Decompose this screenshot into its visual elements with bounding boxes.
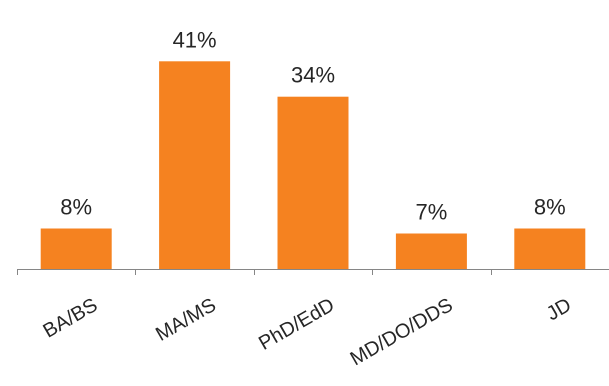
data-label: 7%	[416, 200, 448, 225]
x-tick-label: PhD/EdD	[255, 294, 338, 355]
bars-group	[40, 61, 586, 269]
bar-ba-bs	[40, 228, 112, 269]
category-labels-group: BA/BS MA/MS PhD/EdD MD/DO/DDS JD	[39, 294, 575, 370]
data-label: 41%	[173, 27, 217, 52]
bar-md-do-dds	[395, 233, 467, 269]
bar-phd-edd	[277, 96, 349, 269]
x-tick-label: BA/BS	[39, 294, 101, 343]
bar-ma-ms	[159, 61, 231, 269]
x-tick-label: MD/DO/DDS	[347, 294, 457, 370]
data-label: 34%	[291, 63, 335, 88]
data-label: 8%	[60, 195, 92, 220]
data-labels-group: 8% 41% 34% 7% 8%	[60, 27, 565, 224]
bar-jd	[514, 228, 586, 269]
x-tick-label: JD	[543, 294, 575, 325]
x-axis-ticks-group	[17, 269, 492, 275]
data-label: 8%	[534, 195, 566, 220]
x-tick-label: MA/MS	[152, 294, 220, 346]
